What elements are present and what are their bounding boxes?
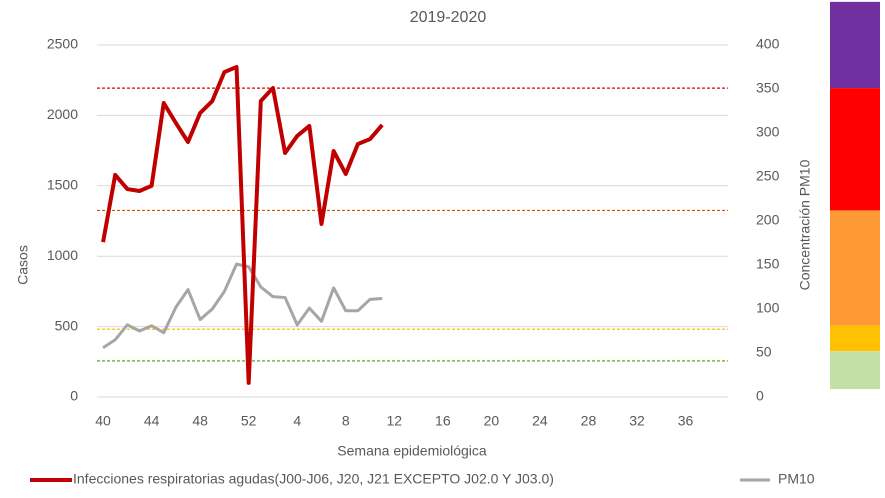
x-tick-label: 52: [241, 413, 257, 429]
y-tick-label: 1000: [47, 247, 78, 263]
x-tick-label: 36: [678, 413, 694, 429]
x-tick-label: 20: [484, 413, 500, 429]
x-tick-label: 32: [629, 413, 645, 429]
y2-tick-label: 50: [756, 344, 772, 360]
y2-tick-label: 250: [756, 168, 780, 184]
color-band: [830, 325, 880, 352]
color-band: [830, 1, 880, 89]
legend-label: PM10: [778, 471, 815, 487]
y-tick-label: 500: [55, 317, 79, 333]
y-tick-label: 0: [70, 388, 78, 404]
y-tick-label: 2000: [47, 106, 78, 122]
x-tick-label: 12: [387, 413, 403, 429]
x-tick-label: 44: [144, 413, 160, 429]
color-band: [830, 351, 880, 390]
x-tick-label: 16: [435, 413, 451, 429]
y2-tick-label: 200: [756, 212, 780, 228]
series-line: [101, 64, 384, 385]
y2-tick-label: 350: [756, 80, 780, 96]
x-tick-label: 8: [342, 413, 350, 429]
x-tick-label: 40: [95, 413, 111, 429]
y-tick-label: 1500: [47, 177, 78, 193]
y2-tick-label: 150: [756, 256, 780, 272]
y2-tick-label: 400: [756, 36, 780, 52]
legend-label: Infecciones respiratorias agudas(J00-J06…: [73, 471, 554, 487]
y-axis-label: Casos: [15, 245, 31, 285]
color-band: [830, 210, 880, 326]
y2-tick-label: 0: [756, 388, 764, 404]
x-axis-label: Semana epidemiológica: [337, 443, 487, 459]
chart-title: 2019-2020: [410, 9, 487, 26]
y2-tick-label: 100: [756, 300, 780, 316]
y2-tick-label: 300: [756, 124, 780, 140]
x-tick-label: 24: [532, 413, 548, 429]
color-band: [830, 88, 880, 211]
x-tick-label: 48: [192, 413, 208, 429]
x-tick-label: 4: [293, 413, 301, 429]
x-tick-label: 28: [581, 413, 597, 429]
y2-axis-label: Concentración PM10: [797, 159, 813, 290]
y-tick-label: 2500: [47, 36, 78, 52]
